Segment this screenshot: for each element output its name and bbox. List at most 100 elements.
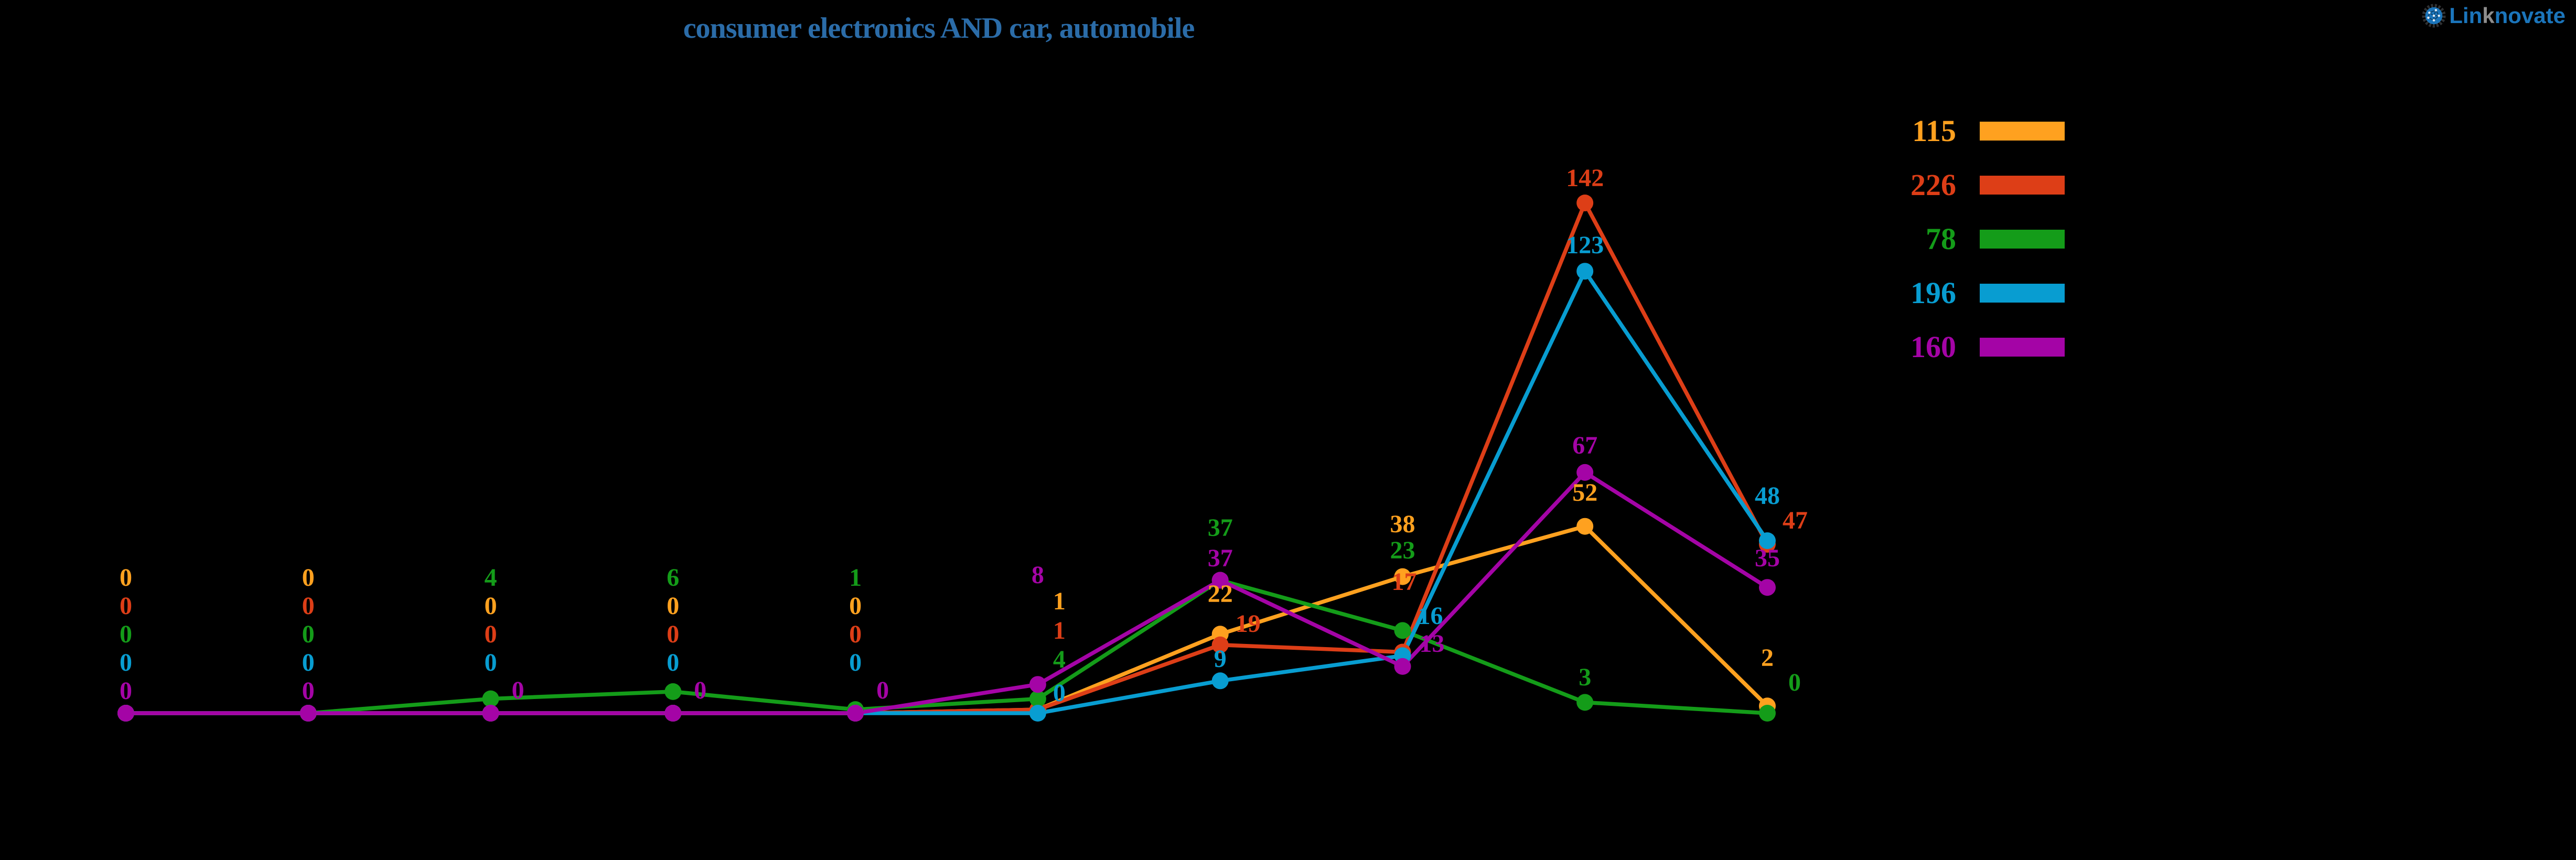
data-point[interactable] — [482, 705, 499, 722]
logo-text-k: k — [2482, 3, 2495, 28]
data-point-label: 4 — [485, 564, 497, 592]
data-point[interactable] — [1576, 195, 1594, 211]
data-point-label: 0 — [849, 620, 862, 648]
data-point-label: 1 — [1053, 617, 1066, 644]
data-point-label: 0 — [1053, 679, 1066, 707]
data-point[interactable] — [1576, 464, 1594, 481]
data-point-label: 22 — [1208, 580, 1233, 608]
data-point-label: 67 — [1572, 432, 1597, 459]
data-point-label: 37 — [1208, 544, 1233, 572]
data-point[interactable] — [664, 683, 682, 700]
data-point[interactable] — [1576, 694, 1594, 711]
data-point[interactable] — [847, 705, 864, 722]
data-point-label: 0 — [302, 592, 315, 620]
data-point-label: 0 — [302, 620, 315, 648]
legend-swatch — [1980, 337, 2065, 357]
data-point[interactable] — [1029, 676, 1046, 693]
data-point[interactable] — [1759, 705, 1776, 722]
data-point-label: 9 — [1214, 645, 1227, 673]
data-point-label: 0 — [485, 620, 497, 648]
data-point-label: 0 — [120, 564, 132, 592]
data-point[interactable] — [1576, 518, 1594, 535]
chart-legend: 115 226 78 196 160 — [1809, 104, 2082, 374]
data-point-label: 38 — [1390, 510, 1415, 538]
data-point[interactable] — [1211, 572, 1229, 589]
legend-swatch — [1980, 229, 2065, 249]
series-line — [124, 269, 1769, 715]
data-point-label: 13 — [1420, 630, 1445, 658]
data-point[interactable] — [1211, 636, 1229, 653]
data-point-label: 0 — [849, 649, 862, 676]
data-point[interactable] — [1029, 690, 1046, 707]
legend-item-series4[interactable]: 196 — [1809, 266, 2082, 320]
data-point-label: 0 — [1788, 669, 1801, 696]
data-point-label: 0 — [120, 620, 132, 648]
legend-value: 78 — [1926, 222, 1956, 256]
legend-value: 115 — [1912, 114, 1956, 148]
data-point-label: 4 — [1053, 646, 1066, 673]
data-point[interactable] — [1759, 579, 1776, 596]
data-point-label: 16 — [1418, 602, 1443, 630]
data-point-label: 123 — [1566, 231, 1604, 259]
data-point[interactable] — [1394, 622, 1411, 639]
data-point-label: 3 — [1579, 663, 1591, 691]
data-point-label: 0 — [667, 620, 679, 648]
linknovate-logo[interactable]: Lin k novate — [2422, 3, 2566, 28]
legend-swatch — [1980, 283, 2065, 303]
data-point-label: 0 — [120, 592, 132, 620]
series-line — [124, 201, 1769, 715]
data-point-label: 0 — [876, 676, 889, 704]
data-point[interactable] — [664, 705, 682, 722]
data-point-label: 1 — [1053, 587, 1066, 615]
data-point[interactable] — [1576, 263, 1594, 280]
data-point-label: 0 — [485, 649, 497, 676]
series-line — [124, 524, 1769, 715]
legend-item-series5[interactable]: 160 — [1809, 320, 2082, 374]
legend-swatch — [1980, 121, 2065, 141]
data-point-label: 0 — [667, 592, 679, 620]
data-point-label: 48 — [1755, 482, 1780, 510]
data-point[interactable] — [1394, 568, 1411, 585]
legend-swatch — [1980, 175, 2065, 195]
data-point-label: 23 — [1390, 536, 1415, 564]
data-point-label: 0 — [485, 592, 497, 620]
data-point-label: 52 — [1572, 479, 1597, 507]
data-point[interactable] — [1759, 532, 1776, 550]
data-point-label: 6 — [667, 564, 679, 592]
data-point[interactable] — [482, 690, 499, 707]
data-point-label: 142 — [1566, 164, 1604, 192]
data-point-label: 1 — [849, 564, 862, 592]
series-line — [124, 470, 1769, 715]
legend-item-series2[interactable]: 226 — [1809, 158, 2082, 212]
data-point[interactable] — [1394, 658, 1411, 675]
data-point-label: 0 — [667, 649, 679, 676]
series-line — [124, 578, 1769, 715]
data-point-label: 47 — [1783, 507, 1808, 534]
data-point[interactable] — [1211, 672, 1229, 690]
legend-item-series1[interactable]: 115 — [1809, 104, 2082, 158]
data-point-label: 0 — [302, 677, 315, 705]
legend-value: 160 — [1910, 330, 1956, 364]
data-point-label: 19 — [1236, 610, 1261, 638]
data-point-label: 2 — [1761, 644, 1774, 672]
legend-value: 226 — [1910, 168, 1956, 202]
data-point-label: 0 — [302, 649, 315, 676]
data-point-label: 8 — [1032, 561, 1044, 589]
legend-item-series3[interactable]: 78 — [1809, 212, 2082, 266]
data-point[interactable] — [1029, 705, 1046, 722]
data-point-label: 0 — [694, 676, 706, 704]
data-point-label: 35 — [1755, 544, 1780, 572]
logo-text-novate: novate — [2494, 3, 2566, 28]
data-point-label: 0 — [120, 649, 132, 676]
page-title: consumer electronics AND car, automobile — [683, 12, 1195, 45]
data-point[interactable] — [299, 705, 317, 722]
data-point-label: 17 — [1392, 568, 1417, 596]
data-point-label: 0 — [120, 677, 132, 705]
linknovate-gear-icon — [2422, 4, 2446, 28]
data-point[interactable] — [117, 705, 134, 722]
data-point-label: 0 — [849, 592, 862, 620]
data-point-label: 0 — [302, 564, 315, 592]
data-point-label: 0 — [512, 676, 524, 704]
